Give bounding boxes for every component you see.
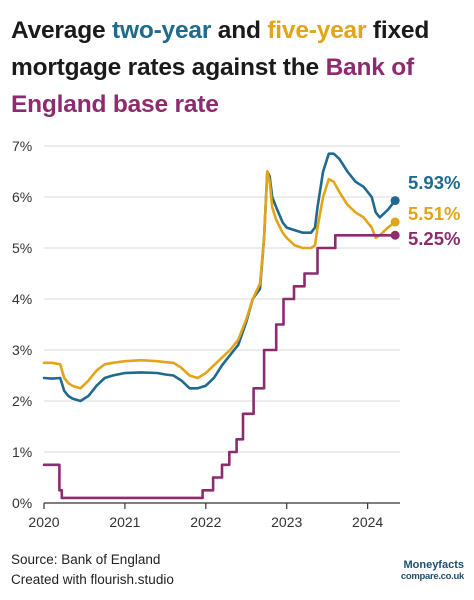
- line-chart: 0% 1% 2% 3% 4% 5% 6% 7% 2020 2021 2022 2023 2024 5.…: [12, 138, 460, 530]
- title-base-rate: Bank of England base rate: [11, 54, 415, 118]
- moneyfacts-logo: Moneyfacts compare.co.uk: [400, 559, 464, 583]
- y-tick-label: 6%: [12, 189, 32, 205]
- title-two-year: two-year: [112, 17, 212, 44]
- x-tick-label: 2021: [109, 514, 140, 530]
- title-text: Average: [11, 17, 112, 44]
- five-year-end-label: 5.51%: [408, 203, 460, 224]
- base-rate-end-marker: [390, 230, 400, 240]
- x-tick-label: 2020: [28, 514, 59, 530]
- y-tick-label: 0%: [12, 495, 32, 511]
- x-tick-label: 2024: [352, 514, 383, 530]
- base-rate-line: [42, 234, 397, 500]
- y-axis-ticks: 0% 1% 2% 3% 4% 5% 6% 7%: [12, 138, 32, 511]
- two-year-end-marker: [390, 196, 400, 206]
- title-text: fixed mortgage rates against the: [11, 17, 430, 81]
- series-lines: [42, 152, 397, 500]
- title-five-year: five-year: [267, 17, 367, 44]
- x-tick-label: 2022: [190, 514, 221, 530]
- y-tick-label: 1%: [12, 444, 32, 460]
- y-tick-label: 4%: [12, 291, 32, 307]
- chart-title: Average two-year and five-year fixed mor…: [11, 12, 467, 123]
- title-text: and: [211, 17, 268, 44]
- logo-line2: compare.co.uk: [400, 571, 464, 582]
- end-labels: 5.93% 5.51% 5.25%: [390, 172, 460, 249]
- two-year-end-label: 5.93%: [408, 172, 460, 193]
- x-tick-label: 2023: [271, 514, 302, 530]
- footer: Source: Bank of England Created with flo…: [11, 550, 174, 590]
- gridlines: [44, 145, 400, 504]
- five-year-end-marker: [390, 217, 400, 227]
- logo-line1: Moneyfacts: [403, 559, 464, 571]
- y-tick-label: 5%: [12, 240, 32, 256]
- two-year-line: [42, 152, 397, 403]
- credit-note: Created with flourish.studio: [11, 572, 174, 587]
- five-year-line: [42, 170, 397, 390]
- y-tick-label: 3%: [12, 342, 32, 358]
- source-note: Source: Bank of England: [11, 552, 161, 567]
- base-rate-end-label: 5.25%: [408, 228, 460, 249]
- y-tick-label: 2%: [12, 393, 32, 409]
- y-tick-label: 7%: [12, 138, 32, 154]
- x-axis-ticks: 2020 2021 2022 2023 2024: [28, 503, 383, 530]
